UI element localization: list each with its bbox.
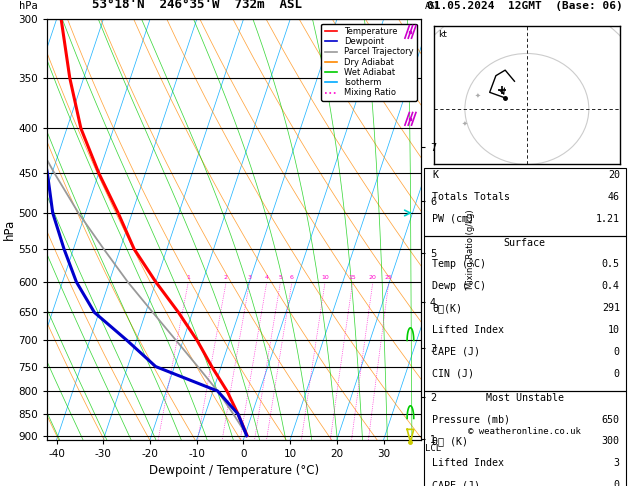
- Text: Temp (°C): Temp (°C): [432, 260, 486, 269]
- Bar: [424, 168, 626, 236]
- Text: 01.05.2024  12GMT  (Base: 06): 01.05.2024 12GMT (Base: 06): [427, 1, 623, 11]
- Text: hPa: hPa: [19, 1, 38, 11]
- Legend: Temperature, Dewpoint, Parcel Trajectory, Dry Adiabat, Wet Adiabat, Isotherm, Mi: Temperature, Dewpoint, Parcel Trajectory…: [321, 24, 417, 101]
- Text: 1.21: 1.21: [596, 214, 620, 224]
- Text: 10: 10: [321, 275, 329, 280]
- Text: km
ASL: km ASL: [425, 0, 441, 11]
- Text: K: K: [432, 170, 438, 180]
- Text: 5: 5: [278, 275, 282, 280]
- Text: 0.5: 0.5: [602, 260, 620, 269]
- Text: 3: 3: [614, 458, 620, 469]
- Text: 291: 291: [602, 303, 620, 313]
- Text: Lifted Index: Lifted Index: [432, 325, 504, 335]
- X-axis label: Dewpoint / Temperature (°C): Dewpoint / Temperature (°C): [149, 465, 319, 477]
- Text: CAPE (J): CAPE (J): [432, 347, 480, 357]
- Text: Pressure (mb): Pressure (mb): [432, 415, 510, 425]
- Text: CIN (J): CIN (J): [432, 369, 474, 379]
- Text: 15: 15: [348, 275, 357, 280]
- Text: 25: 25: [385, 275, 392, 280]
- Text: LCL: LCL: [425, 444, 441, 453]
- Text: θᴄ (K): θᴄ (K): [432, 436, 468, 447]
- Text: CAPE (J): CAPE (J): [432, 480, 480, 486]
- Text: 0: 0: [614, 347, 620, 357]
- Text: © weatheronline.co.uk: © weatheronline.co.uk: [469, 427, 581, 435]
- Text: Lifted Index: Lifted Index: [432, 458, 504, 469]
- Text: 6: 6: [290, 275, 294, 280]
- Text: Dewp (°C): Dewp (°C): [432, 281, 486, 291]
- Text: 20: 20: [608, 170, 620, 180]
- Text: PW (cm): PW (cm): [432, 214, 474, 224]
- Text: 4: 4: [265, 275, 269, 280]
- Text: Totals Totals: Totals Totals: [432, 192, 510, 202]
- Text: θᴄ(K): θᴄ(K): [432, 303, 462, 313]
- Y-axis label: hPa: hPa: [3, 219, 16, 240]
- Text: 10: 10: [608, 325, 620, 335]
- Text: 46: 46: [608, 192, 620, 202]
- Text: 0.4: 0.4: [602, 281, 620, 291]
- Bar: [424, 391, 626, 486]
- Text: 300: 300: [602, 436, 620, 447]
- Text: Surface: Surface: [504, 238, 546, 248]
- Text: 650: 650: [602, 415, 620, 425]
- Text: 3: 3: [247, 275, 252, 280]
- Text: Most Unstable: Most Unstable: [486, 393, 564, 403]
- Text: Mixing Ratio (g/kg): Mixing Ratio (g/kg): [466, 209, 475, 289]
- Text: 0: 0: [614, 480, 620, 486]
- Text: 0: 0: [614, 369, 620, 379]
- Text: 53°18'N  246°35'W  732m  ASL: 53°18'N 246°35'W 732m ASL: [92, 0, 302, 11]
- Text: 2: 2: [224, 275, 228, 280]
- Bar: [424, 236, 626, 391]
- Text: 20: 20: [369, 275, 377, 280]
- Text: 1: 1: [186, 275, 190, 280]
